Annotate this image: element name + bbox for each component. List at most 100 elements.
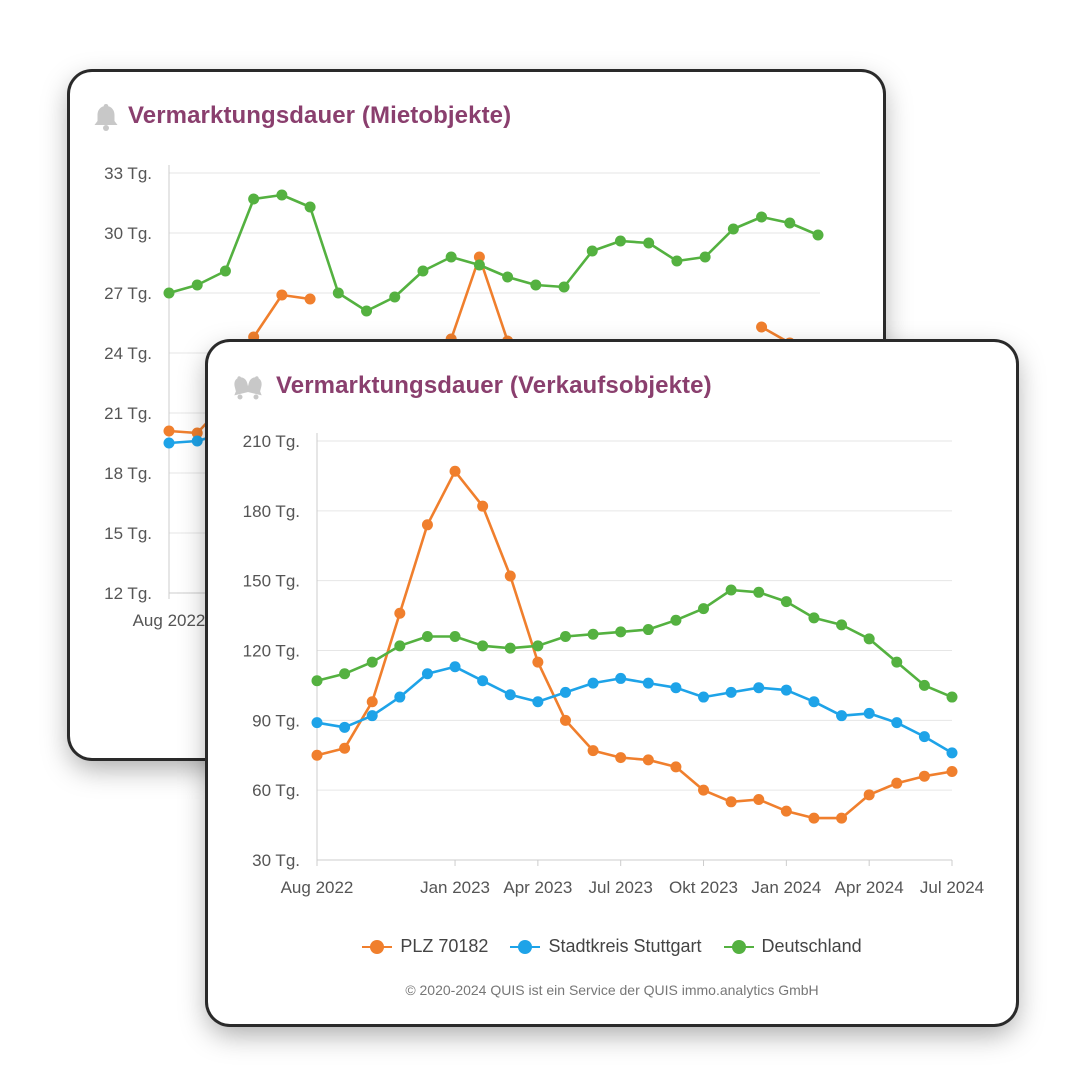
data-point-plz[interactable]	[698, 784, 710, 796]
data-point-deutschland[interactable]	[191, 279, 203, 291]
data-point-deutschland[interactable]	[615, 626, 627, 638]
data-point-plz[interactable]	[504, 570, 516, 582]
data-point-deutschland[interactable]	[756, 211, 768, 223]
data-point-deutschland[interactable]	[559, 631, 571, 643]
data-point-deutschland[interactable]	[699, 251, 711, 263]
data-point-deutschland[interactable]	[863, 633, 875, 645]
data-point-deutschland[interactable]	[784, 217, 796, 229]
data-point-deutschland[interactable]	[670, 614, 682, 626]
data-point-deutschland[interactable]	[276, 189, 288, 201]
data-point-deutschland[interactable]	[532, 640, 544, 652]
data-point-stadtkreis[interactable]	[642, 677, 654, 689]
data-point-plz[interactable]	[559, 714, 571, 726]
data-point-deutschland[interactable]	[812, 229, 824, 241]
data-point-plz[interactable]	[477, 500, 489, 512]
data-point-deutschland[interactable]	[389, 291, 401, 303]
data-point-stadtkreis[interactable]	[587, 677, 599, 689]
data-point-deutschland[interactable]	[311, 675, 323, 687]
data-point-deutschland[interactable]	[727, 223, 739, 235]
data-point-stadtkreis[interactable]	[780, 684, 792, 696]
data-point-stadtkreis[interactable]	[311, 717, 323, 729]
data-point-stadtkreis[interactable]	[532, 696, 544, 708]
data-point-deutschland[interactable]	[421, 631, 433, 643]
data-point-stadtkreis[interactable]	[366, 710, 378, 722]
data-point-stadtkreis[interactable]	[753, 682, 765, 694]
data-point-stadtkreis[interactable]	[559, 686, 571, 698]
data-point-plz[interactable]	[445, 333, 457, 345]
data-point-stadtkreis[interactable]	[191, 435, 203, 447]
data-point-stadtkreis[interactable]	[449, 661, 461, 673]
data-point-deutschland[interactable]	[671, 255, 683, 267]
data-point-plz[interactable]	[421, 519, 433, 531]
data-point-deutschland[interactable]	[339, 668, 351, 680]
data-point-deutschland[interactable]	[836, 619, 848, 631]
data-point-deutschland[interactable]	[642, 624, 654, 636]
data-point-plz[interactable]	[836, 812, 848, 824]
data-point-plz[interactable]	[918, 770, 930, 782]
data-point-stadtkreis[interactable]	[836, 710, 848, 722]
data-point-plz[interactable]	[808, 812, 820, 824]
data-point-stadtkreis[interactable]	[863, 707, 875, 719]
data-point-deutschland[interactable]	[558, 281, 570, 293]
data-point-stadtkreis[interactable]	[891, 717, 903, 729]
data-point-plz[interactable]	[366, 696, 378, 708]
legend-item-stadtkreis[interactable]: Stadtkreis Stuttgart	[510, 936, 702, 957]
data-point-plz[interactable]	[756, 321, 768, 333]
data-point-stadtkreis[interactable]	[394, 691, 406, 703]
data-point-deutschland[interactable]	[366, 656, 378, 668]
data-point-deutschland[interactable]	[417, 265, 429, 277]
data-point-plz[interactable]	[946, 766, 958, 778]
data-point-deutschland[interactable]	[643, 237, 655, 249]
data-point-deutschland[interactable]	[614, 235, 626, 247]
data-point-plz[interactable]	[642, 754, 654, 766]
data-point-stadtkreis[interactable]	[946, 747, 958, 759]
data-point-plz[interactable]	[725, 796, 737, 808]
data-point-deutschland[interactable]	[449, 631, 461, 643]
data-point-plz[interactable]	[304, 293, 316, 305]
data-point-deutschland[interactable]	[473, 259, 485, 271]
data-point-stadtkreis[interactable]	[670, 682, 682, 694]
data-point-plz[interactable]	[449, 465, 461, 477]
data-point-deutschland[interactable]	[504, 642, 516, 654]
data-point-stadtkreis[interactable]	[477, 675, 489, 687]
data-point-deutschland[interactable]	[530, 279, 542, 291]
data-point-plz[interactable]	[615, 752, 627, 764]
legend-item-deutschland[interactable]: Deutschland	[723, 936, 862, 957]
data-point-plz[interactable]	[891, 777, 903, 789]
data-point-plz[interactable]	[532, 656, 544, 668]
data-point-deutschland[interactable]	[946, 691, 958, 703]
data-point-plz[interactable]	[753, 793, 765, 805]
data-point-stadtkreis[interactable]	[698, 691, 710, 703]
data-point-plz[interactable]	[339, 742, 351, 754]
data-point-deutschland[interactable]	[780, 596, 792, 608]
data-point-deutschland[interactable]	[891, 656, 903, 668]
data-point-stadtkreis[interactable]	[163, 437, 175, 449]
data-point-deutschland[interactable]	[808, 612, 820, 624]
legend-item-plz[interactable]: PLZ 70182	[362, 936, 488, 957]
data-point-deutschland[interactable]	[587, 628, 599, 640]
data-point-plz[interactable]	[670, 761, 682, 773]
data-point-deutschland[interactable]	[248, 193, 260, 205]
data-point-stadtkreis[interactable]	[339, 721, 351, 733]
data-point-plz[interactable]	[587, 745, 599, 757]
data-point-plz[interactable]	[394, 607, 406, 619]
data-point-deutschland[interactable]	[163, 287, 175, 299]
data-point-deutschland[interactable]	[698, 603, 710, 615]
data-point-plz[interactable]	[863, 789, 875, 801]
data-point-deutschland[interactable]	[445, 251, 457, 263]
data-point-plz[interactable]	[780, 805, 792, 817]
data-point-deutschland[interactable]	[394, 640, 406, 652]
data-point-deutschland[interactable]	[332, 287, 344, 299]
data-point-stadtkreis[interactable]	[725, 686, 737, 698]
data-point-plz[interactable]	[191, 427, 203, 439]
data-point-stadtkreis[interactable]	[421, 668, 433, 680]
data-point-deutschland[interactable]	[219, 265, 231, 277]
data-point-plz[interactable]	[473, 251, 485, 263]
data-point-stadtkreis[interactable]	[615, 672, 627, 684]
data-point-deutschland[interactable]	[361, 305, 373, 317]
data-point-stadtkreis[interactable]	[504, 689, 516, 701]
data-point-deutschland[interactable]	[477, 640, 489, 652]
data-point-stadtkreis[interactable]	[918, 731, 930, 743]
data-point-plz[interactable]	[163, 425, 175, 437]
data-point-plz[interactable]	[248, 331, 260, 343]
